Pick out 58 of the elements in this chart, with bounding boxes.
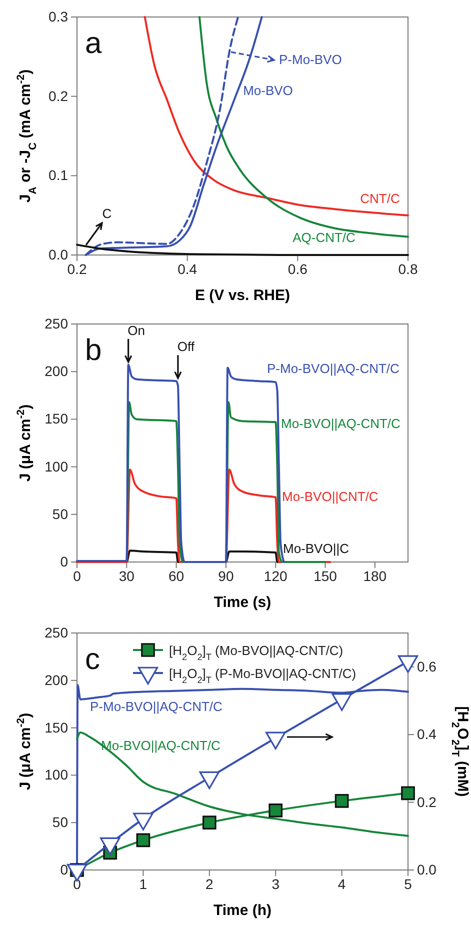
annotation: On bbox=[128, 322, 145, 338]
x-tick-label: 150 bbox=[314, 568, 338, 584]
y-tick-label: 200 bbox=[44, 363, 68, 380]
y-tick-label: 150 bbox=[44, 719, 68, 736]
series-label: Mo-BVO||C bbox=[283, 541, 349, 556]
series-label: CNT/C bbox=[360, 191, 400, 206]
x-tick-label: 1 bbox=[139, 876, 148, 892]
x-tick-label: 0.8 bbox=[398, 260, 418, 277]
x-tick-label: 0.4 bbox=[178, 260, 198, 277]
y-tick-label: 0.3 bbox=[48, 8, 68, 24]
y-tick-label: 0.0 bbox=[48, 246, 68, 262]
legend-label: P-Mo-BVO bbox=[279, 52, 342, 67]
legend-label: [H$_{2}$O$_{2}$]$_{T}$ (P-Mo-BVO||AQ-CNT/C) bbox=[169, 666, 356, 685]
x-tick-label: 30 bbox=[118, 568, 135, 584]
x-tick-label: 90 bbox=[218, 568, 234, 584]
x-tick-label: 60 bbox=[168, 568, 184, 584]
x-axis-title: Time (s) bbox=[214, 594, 272, 611]
series-label: Mo-BVO bbox=[243, 83, 293, 98]
x-tick-label: 3 bbox=[272, 876, 280, 892]
y-tick-label: 200 bbox=[44, 672, 68, 688]
y-tick-label: 0.1 bbox=[48, 167, 68, 184]
y2-tick-label: 0.2 bbox=[417, 794, 437, 810]
line-series bbox=[144, 16, 409, 216]
x-tick-label: 4 bbox=[338, 876, 346, 892]
x-axis-title: Time (h) bbox=[213, 902, 272, 919]
x-tick-label: 0 bbox=[73, 568, 82, 584]
text: C bbox=[102, 206, 112, 221]
y-tick-label: 100 bbox=[44, 458, 68, 474]
y-tick-label: 100 bbox=[44, 766, 68, 783]
y-tick-label: 0 bbox=[60, 553, 68, 570]
series-label: AQ-CNT/C bbox=[292, 230, 356, 245]
legend-label: [H$_{2}$O$_{2}$]$_{T}$ (Mo-BVO||AQ-CNT/C) bbox=[169, 643, 344, 662]
x-tick-label: 5 bbox=[404, 876, 412, 892]
y-tick-label: 150 bbox=[44, 410, 68, 427]
series-label: Mo-BVO||CNT/C bbox=[282, 489, 378, 504]
series-label: Mo-BVO||AQ-CNT/C bbox=[101, 738, 220, 753]
y2-tick-label: 0.0 bbox=[417, 861, 437, 878]
x-tick-label: 180 bbox=[363, 568, 387, 584]
y-tick-label: 50 bbox=[52, 814, 68, 830]
y-tick-label: 0.2 bbox=[48, 88, 68, 104]
y2-tick-label: 0.4 bbox=[417, 726, 437, 742]
annotation: b bbox=[85, 334, 102, 367]
y-tick-label: 250 bbox=[44, 624, 68, 640]
series-label: Mo-BVO||AQ-CNT/C bbox=[281, 416, 400, 431]
y-tick-label: 250 bbox=[44, 315, 68, 332]
y-tick-label: 50 bbox=[52, 506, 68, 522]
y2-tick-label: 0.6 bbox=[417, 658, 437, 674]
x-tick-label: 2 bbox=[206, 876, 214, 892]
annotation: c bbox=[85, 643, 100, 676]
series-label: P-Mo-BVO||AQ-CNT/C bbox=[267, 361, 400, 376]
y-tick-label: 0 bbox=[60, 861, 68, 878]
x-tick-label: 120 bbox=[264, 568, 288, 584]
line-series bbox=[76, 244, 409, 256]
annotation: Off bbox=[177, 339, 195, 354]
x-tick-label: 0.6 bbox=[288, 260, 308, 277]
x-axis-title: E (V vs. RHE) bbox=[194, 287, 290, 304]
annotation: a bbox=[85, 27, 102, 60]
series-label: P-Mo-BVO||AQ-CNT/C bbox=[90, 699, 222, 714]
